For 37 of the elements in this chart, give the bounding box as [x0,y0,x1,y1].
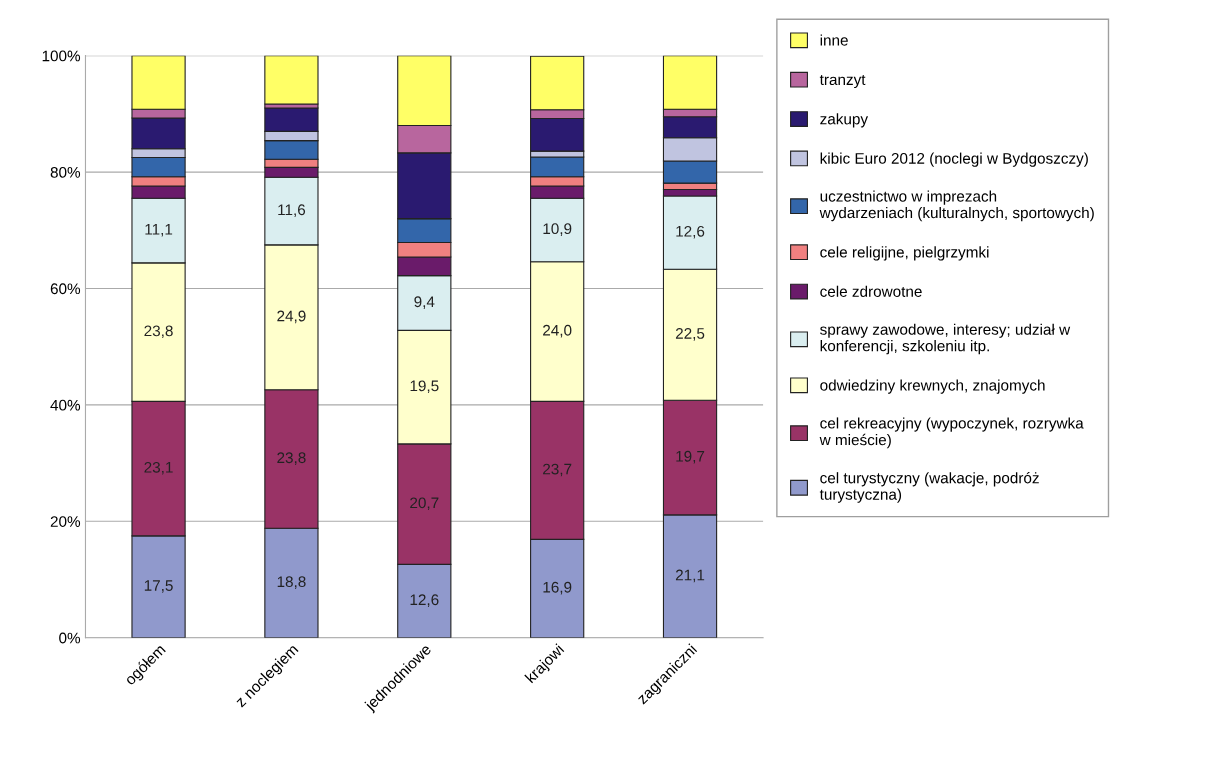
legend-label: inne [820,34,848,46]
data-label: 11,1 [145,224,173,237]
data-label: 23,8 [277,452,306,465]
data-label: 19,7 [676,450,705,464]
data-label: 24,0 [543,324,572,338]
data-label: 12,6 [410,594,439,607]
data-label: 17,5 [144,580,173,593]
data-label: 12,6 [676,225,705,239]
legend-label: cel rekreacyjny (wypoczynek, rozrywka w mieście) [819,417,1084,449]
y-tick-label: 100% [42,50,81,62]
legend-label: cel turystyczny (wakacje, podróż turystyczna) [819,471,1039,503]
data-label: 19,5 [410,380,439,394]
y-tick-label: 0% [59,632,81,644]
data-label: 21,1 [675,569,705,583]
legend-label: tranzyt [819,75,866,89]
data-label: 22,5 [675,328,705,341]
data-label: 23,8 [144,325,173,339]
y-tick-label: 80% [50,166,81,178]
data-label: 23,7 [543,463,572,477]
y-tick-label: 20% [50,516,81,527]
data-label: 10,9 [543,223,572,236]
data-label: 16,9 [543,581,572,595]
legend-label: uczestnictwo w imprezach wydarzeniach (kulturalnych, sportowych) [819,190,1094,222]
data-label: 24,9 [277,310,306,324]
y-tick-label: 60% [50,283,81,295]
legend-label: zakupy [820,113,869,128]
data-label: 18,8 [277,576,306,589]
data-label: 9,4 [414,296,435,309]
legend-label: odwiedziny krewnych, znajomych [820,379,1045,394]
legend-label: cele zdrowotne [820,285,922,297]
data-label: 11,6 [278,204,306,217]
legend-label: sprawy zawodowe, interesy; udział w konferencji, szkoleniu itp. [820,323,1071,355]
legend-label: kibic Euro 2012 (noclegi w Bydgoszczy) [820,152,1088,167]
legend-label: cele religijne, pielgrzymki [820,246,989,261]
data-label: 23,1 [144,461,173,475]
y-tick-label: 40% [50,399,81,411]
data-label: 20,7 [410,497,439,511]
